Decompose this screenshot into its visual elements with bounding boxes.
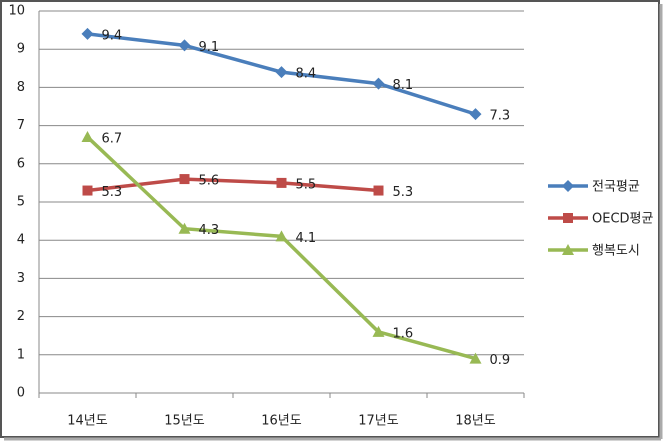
y-tick-label: 10: [8, 4, 25, 19]
data-point: [275, 66, 288, 79]
data-point: [178, 222, 191, 234]
data-label: 5.3: [102, 185, 123, 200]
data-label: 4.3: [199, 223, 220, 238]
data-label: 8.1: [393, 78, 414, 93]
y-tick-label: 0: [17, 386, 25, 401]
x-tick-label: 16년도: [261, 414, 302, 429]
legend-marker: [563, 213, 573, 223]
data-label: 8.4: [296, 67, 317, 82]
y-tick-label: 7: [17, 118, 25, 133]
data-point: [469, 352, 482, 364]
legend-marker: [562, 180, 574, 192]
data-label: 0.9: [490, 353, 511, 368]
data-label: 5.5: [296, 177, 317, 192]
x-tick-label: 15년도: [164, 414, 205, 429]
data-label: 5.6: [199, 174, 220, 189]
data-point: [372, 325, 385, 337]
data-label: 4.1: [296, 231, 317, 246]
legend-marker: [562, 244, 574, 255]
data-point: [178, 39, 191, 52]
data-label: 9.1: [199, 40, 220, 55]
y-tick-label: 8: [17, 80, 25, 95]
y-tick-label: 1: [17, 347, 25, 362]
y-tick-label: 4: [17, 233, 25, 248]
x-tick-label: 14년도: [67, 414, 108, 429]
x-tick-label: 18년도: [455, 414, 496, 429]
data-point: [81, 131, 94, 143]
data-point: [372, 77, 385, 90]
data-label: 6.7: [102, 132, 123, 147]
y-tick-label: 2: [17, 309, 25, 324]
data-point: [469, 108, 482, 121]
data-point: [82, 185, 93, 196]
data-point: [373, 185, 384, 196]
data-label: 9.4: [102, 28, 123, 43]
y-tick-label: 5: [17, 195, 25, 210]
x-tick-label: 17년도: [358, 414, 399, 429]
data-point: [276, 177, 287, 188]
data-point: [179, 174, 190, 185]
data-point: [81, 27, 94, 40]
data-label: 1.6: [393, 326, 414, 341]
data-point: [275, 230, 288, 242]
y-tick-label: 9: [17, 42, 25, 57]
data-label: 7.3: [490, 109, 511, 124]
legend-label: OECD평균: [592, 212, 653, 227]
y-tick-label: 3: [17, 271, 25, 286]
legend-label: 전국평균: [592, 180, 640, 195]
data-label: 5.3: [393, 185, 414, 200]
legend-label: 행복도시: [592, 243, 640, 259]
y-tick-label: 6: [17, 156, 25, 171]
